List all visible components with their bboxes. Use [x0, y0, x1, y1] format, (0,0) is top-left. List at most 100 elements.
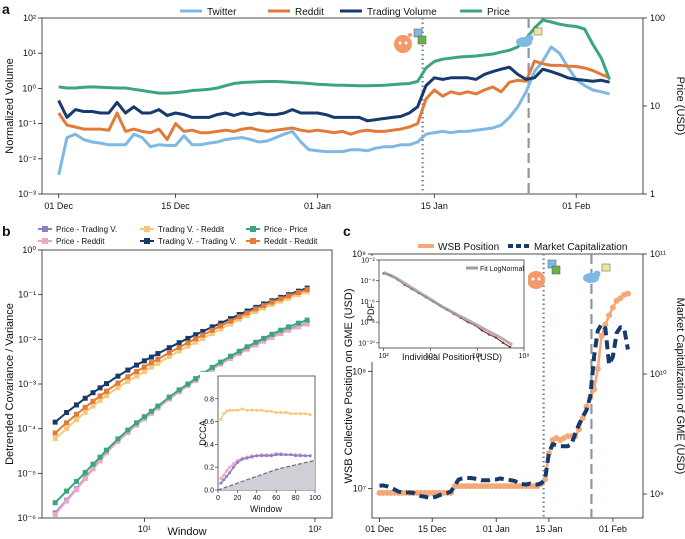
- inset-y-tick-label: 0.2: [204, 465, 214, 472]
- series-price-reddit-marker: [82, 476, 88, 482]
- dcca-price-reddit-marker: [232, 462, 236, 466]
- series-reddit-reddit-marker: [269, 299, 275, 305]
- series-trading-v-reddit-marker: [218, 326, 224, 332]
- dcca-price-trading-v-marker: [240, 457, 244, 461]
- x-tick-label: 10²: [308, 524, 321, 534]
- series-wsb-position-marker: [602, 321, 609, 328]
- y-tick-label: 10⁻¹: [18, 119, 36, 129]
- y-tick-label: 10⁸: [352, 366, 366, 376]
- series-wsb-position-marker: [542, 476, 549, 483]
- y-tick-label: 10⁻⁶: [18, 513, 37, 523]
- legend-trading-reddit-marker: [144, 226, 150, 232]
- panel-a-label: a: [2, 1, 10, 17]
- series-price-price-marker: [148, 408, 154, 414]
- panel-b-inset: 0.0 0.2 0.4 0.6 0.8 0 20 40 60 80 100 DCCA Window: [198, 372, 321, 514]
- series-trading-v-trading-v-marker: [52, 419, 58, 425]
- series-trading-v-trading-v-marker: [134, 362, 140, 368]
- series-wsb-position-marker: [617, 295, 624, 302]
- panel-c-y2-axis: 10⁹ 10¹⁰ 10¹¹: [643, 249, 667, 499]
- panel-c-legend: WSB Position Market Capitalization: [418, 242, 627, 253]
- panel-b: b Price - Trading V. Price - Reddit Trad…: [2, 223, 333, 538]
- y2-tick-label: 10⁹: [650, 489, 664, 499]
- inset-x-tick-label: 40: [253, 495, 261, 502]
- series-price-reddit-marker: [304, 321, 310, 327]
- panel-a-y2-label: Price (USD): [674, 77, 685, 136]
- series-price-price-marker: [209, 364, 215, 370]
- pdf-inset-legend-label: Fit LogNormal: [480, 266, 524, 273]
- series-price-price-marker: [193, 376, 199, 382]
- series-trading-v-trading-v-marker: [104, 381, 110, 387]
- y2-tick-label: 10¹⁰: [650, 369, 667, 379]
- series-price-price-marker: [269, 331, 275, 337]
- x-tick-label: 15 Dec: [418, 524, 447, 534]
- series-reddit-reddit-marker: [185, 340, 191, 346]
- series-price-price-marker: [90, 461, 96, 467]
- inset-y-tick-label: 10⁻⁴: [361, 278, 376, 285]
- series-trading-v-trading-v-marker: [64, 410, 70, 416]
- panel-a: a Twitter Reddit Trading Volume Price 10…: [2, 1, 685, 211]
- inset-y-tick-label: 0.6: [204, 419, 214, 426]
- dcca-trading-v-reddit-marker: [260, 408, 264, 412]
- panel-c-inset: 10⁻² 10⁻⁴ 10⁻⁶ 10⁻⁸ 10⁻¹⁰ 10² 10⁴ 10⁶ 10⁸ Fit L…: [358, 256, 529, 362]
- inset-x-tick-label: 60: [272, 495, 280, 502]
- legend-reddit-reddit-label: Reddit - Reddit: [264, 237, 318, 246]
- x-tick-label: 10¹: [138, 524, 151, 534]
- panel-b-y-axis: 10⁻⁶ 10⁻⁵ 10⁻⁴ 10⁻³ 10⁻² 10⁻¹ 10⁰: [17, 245, 42, 523]
- dcca-trading-v-reddit-marker: [245, 408, 249, 412]
- y2-tick-label: 10¹¹: [650, 249, 666, 259]
- series-trading-v-reddit-marker: [125, 378, 131, 384]
- twitter-bird-icon: [583, 263, 611, 283]
- series-wsb-position-marker: [598, 333, 605, 340]
- dcca-trading-v-reddit-marker: [225, 409, 229, 413]
- dcca-trading-v-reddit-marker: [308, 413, 312, 417]
- series-price-price-marker: [97, 454, 103, 460]
- dcca-trading-v-reddit-marker: [279, 410, 283, 414]
- series-price-reddit-marker: [52, 511, 58, 517]
- inset-x-tick-label: 20: [234, 495, 242, 502]
- dcca-inset-y-label: DCCA: [198, 420, 208, 446]
- series-reddit-reddit-marker: [148, 360, 154, 366]
- dcca-trading-v-reddit-marker: [294, 412, 298, 416]
- series-trading-v-reddit-marker: [185, 343, 191, 349]
- series-price-price-marker: [236, 348, 242, 354]
- y-tick-label: 10⁻³: [18, 189, 36, 199]
- series-trading-v-trading-v-marker: [155, 351, 161, 357]
- y-tick-label: 10⁻⁴: [17, 424, 36, 434]
- series-reddit-reddit-marker: [176, 344, 182, 350]
- dcca-inset-x-label: Window: [250, 504, 283, 514]
- series-reddit-reddit-marker: [155, 356, 161, 362]
- dcca-price-trading-v-marker: [260, 454, 264, 458]
- panel-c-y-label: WSB Collective Position on GME (USD): [343, 289, 355, 484]
- reddit-logo-icon: [527, 259, 561, 289]
- series-reddit-reddit-marker: [104, 388, 110, 394]
- legend-price-label: Price: [487, 7, 510, 18]
- y-tick-label: 10⁷: [353, 484, 366, 494]
- legend-trading-volume-label: Trading Volume: [367, 7, 437, 18]
- series-reddit-reddit-marker: [236, 314, 242, 320]
- panel-c-y-axis: 10⁷ 10⁸ 10⁹: [352, 249, 372, 494]
- pdf-inset-frame: [378, 259, 525, 349]
- series-wsb-position-marker: [594, 365, 601, 372]
- y2-tick-label: 10: [650, 101, 660, 111]
- series-trading-v-trading-v-marker: [97, 385, 103, 391]
- inset-x-tick-label: 10²: [379, 353, 390, 360]
- series-trading-v-trading-v-marker: [209, 324, 215, 330]
- series-reddit-reddit-marker: [278, 296, 284, 302]
- inset-y-tick-label: 10⁻⁸: [361, 320, 375, 327]
- panel-c: c WSB Position Market Capitalization 10⁷…: [343, 223, 685, 534]
- series-reddit-reddit-marker: [115, 380, 121, 386]
- legend-price-price-marker: [250, 226, 256, 232]
- legend-reddit-label: Reddit: [295, 7, 324, 18]
- dcca-trading-v-reddit-marker: [219, 417, 223, 421]
- series-trading-v-trading-v-marker: [148, 354, 154, 360]
- y2-tick-label: 1: [650, 189, 655, 199]
- dcca-price-trading-v-marker: [274, 453, 278, 457]
- legend-price-trading-label: Price - Trading V.: [56, 225, 117, 234]
- series-trading-v-trading-v-marker: [218, 320, 224, 326]
- inset-x-tick-label: 10⁶: [472, 353, 483, 360]
- series-trading-v-trading-v-marker: [82, 395, 88, 401]
- dcca-trading-v-reddit-marker: [222, 412, 226, 416]
- series-price-price-marker: [134, 420, 140, 426]
- dcca-price-trading-v-marker: [232, 465, 236, 469]
